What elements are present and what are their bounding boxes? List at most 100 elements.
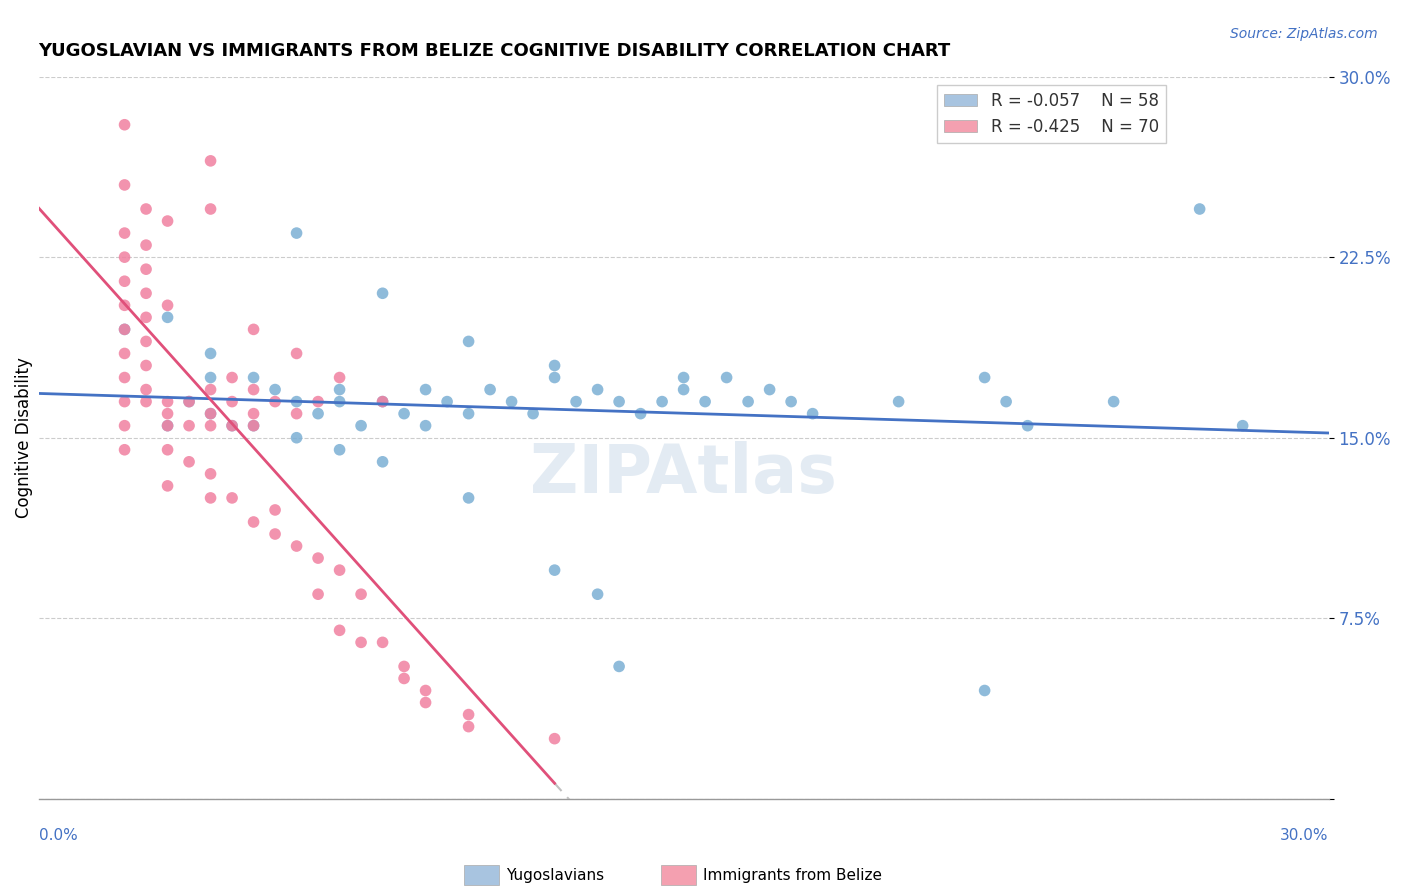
Point: [457, 720, 479, 734]
Point: [780, 394, 803, 409]
Point: [114, 298, 136, 312]
Point: [242, 370, 264, 384]
Point: [392, 407, 415, 421]
Point: [651, 394, 673, 409]
Point: [457, 334, 479, 349]
Point: [457, 707, 479, 722]
Point: [737, 394, 759, 409]
Point: [672, 383, 695, 397]
Point: [285, 539, 308, 553]
Point: [436, 394, 458, 409]
Point: [200, 418, 222, 433]
Point: [221, 418, 243, 433]
Point: [264, 527, 287, 541]
Point: [242, 383, 264, 397]
Point: [586, 383, 609, 397]
Point: [177, 455, 200, 469]
Text: Immigrants from Belize: Immigrants from Belize: [703, 869, 882, 883]
Point: [371, 394, 394, 409]
Text: 0.0%: 0.0%: [38, 828, 77, 843]
Point: [415, 383, 437, 397]
Point: [371, 394, 394, 409]
Point: [114, 118, 136, 132]
Point: [672, 370, 695, 384]
Point: [392, 659, 415, 673]
Point: [630, 407, 652, 421]
Point: [801, 407, 824, 421]
Point: [114, 226, 136, 240]
Point: [114, 274, 136, 288]
Point: [135, 310, 157, 325]
Point: [114, 178, 136, 192]
Point: [156, 310, 179, 325]
Point: [242, 407, 264, 421]
Point: [114, 418, 136, 433]
Point: [307, 394, 329, 409]
Point: [543, 359, 565, 373]
Point: [242, 322, 264, 336]
Point: [156, 418, 179, 433]
Point: [329, 370, 352, 384]
Point: [135, 262, 157, 277]
Point: [242, 418, 264, 433]
Point: [329, 624, 352, 638]
Point: [200, 407, 222, 421]
Point: [221, 491, 243, 505]
Point: [371, 286, 394, 301]
Point: [457, 407, 479, 421]
Point: [543, 563, 565, 577]
Point: [329, 394, 352, 409]
Point: [156, 214, 179, 228]
Point: [1017, 418, 1039, 433]
Point: [156, 418, 179, 433]
Point: [135, 334, 157, 349]
Point: [973, 683, 995, 698]
Point: [392, 672, 415, 686]
Point: [114, 370, 136, 384]
Point: [200, 467, 222, 481]
Point: [565, 394, 588, 409]
Point: [415, 696, 437, 710]
Point: [114, 394, 136, 409]
Point: [543, 731, 565, 746]
Point: [200, 407, 222, 421]
Point: [177, 394, 200, 409]
Point: [1232, 418, 1254, 433]
Point: [973, 370, 995, 384]
Point: [114, 442, 136, 457]
Point: [135, 238, 157, 252]
Point: [285, 226, 308, 240]
Point: [586, 587, 609, 601]
Point: [135, 286, 157, 301]
Legend: R = -0.057    N = 58, R = -0.425    N = 70: R = -0.057 N = 58, R = -0.425 N = 70: [938, 85, 1166, 143]
Point: [307, 407, 329, 421]
Point: [285, 431, 308, 445]
Text: Yugoslavians: Yugoslavians: [506, 869, 605, 883]
Point: [177, 418, 200, 433]
Point: [114, 322, 136, 336]
Point: [329, 563, 352, 577]
Point: [693, 394, 716, 409]
Point: [350, 635, 373, 649]
Point: [264, 503, 287, 517]
Point: [200, 153, 222, 168]
Point: [329, 383, 352, 397]
Text: 30.0%: 30.0%: [1279, 828, 1329, 843]
Point: [242, 418, 264, 433]
Point: [177, 394, 200, 409]
Point: [156, 442, 179, 457]
Point: [607, 659, 630, 673]
Point: [716, 370, 738, 384]
Point: [221, 418, 243, 433]
Point: [221, 394, 243, 409]
Point: [501, 394, 523, 409]
Point: [371, 635, 394, 649]
Point: [156, 298, 179, 312]
Point: [156, 407, 179, 421]
Point: [242, 515, 264, 529]
Point: [329, 442, 352, 457]
Point: [522, 407, 544, 421]
Point: [307, 551, 329, 566]
Point: [200, 370, 222, 384]
Point: [371, 455, 394, 469]
